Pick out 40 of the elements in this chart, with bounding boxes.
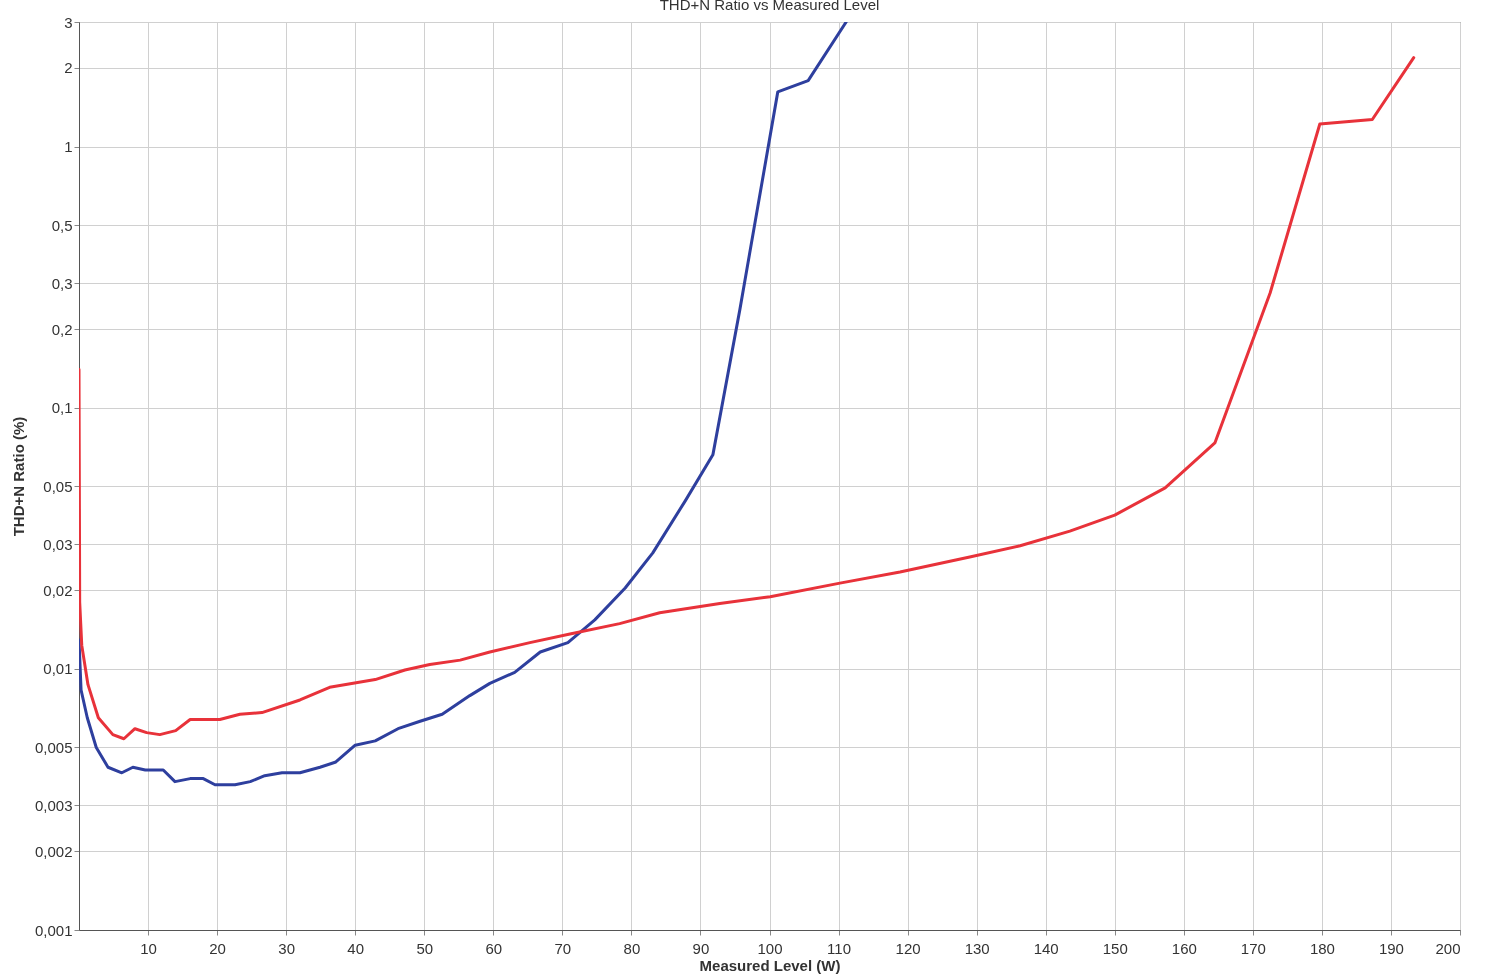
x-tick-label: 20	[209, 939, 226, 957]
x-tick-label: 200	[1435, 939, 1461, 957]
x-tick-label: 90	[692, 939, 710, 957]
y-tick-label: 3	[64, 13, 73, 31]
x-tick-label: 60	[485, 939, 503, 957]
y-tick-label: 0,5	[51, 216, 73, 234]
y-tick-label: 0,05	[43, 477, 73, 495]
x-tick-label: 190	[1378, 939, 1404, 957]
y-tick-label: 0,03	[43, 535, 73, 553]
y-tick-label: 1	[64, 138, 73, 156]
x-tick-label: 40	[347, 939, 365, 957]
x-tick-label: 70	[554, 939, 572, 957]
x-tick-label: 100	[757, 939, 783, 957]
x-tick-label: 110	[827, 939, 852, 957]
x-tick-label: 140	[1033, 939, 1059, 957]
y-tick-label: 0,2	[51, 320, 73, 338]
y-tick-label: 0,001	[34, 921, 73, 939]
x-tick-label: 30	[278, 939, 295, 957]
y-tick-label: 0,3	[51, 274, 73, 292]
x-tick-label: 130	[964, 939, 990, 957]
x-tick-label: 80	[623, 939, 641, 957]
y-tick-label: 2	[64, 59, 73, 77]
chart-title: THD+N Ratio vs Measured Level	[659, 0, 880, 13]
y-axis-title: THD+N Ratio (%)	[9, 416, 27, 537]
line-series	[79, 22, 848, 787]
y-tick-label: 0,02	[43, 581, 73, 599]
x-tick-label: 180	[1309, 939, 1335, 957]
x-axis-title: Measured Level (W)	[699, 956, 841, 974]
y-tick-label: 0,1	[51, 399, 73, 417]
line-series	[79, 56, 1416, 741]
y-tick-label: 0,002	[34, 842, 73, 860]
y-tick-label: 0,003	[34, 796, 73, 814]
x-tick-label: 120	[895, 939, 921, 957]
x-tick-label: 170	[1240, 939, 1266, 957]
y-tick-label: 0,005	[34, 738, 73, 756]
x-tick-label: 160	[1171, 939, 1197, 957]
x-tick-label: 50	[416, 939, 434, 957]
y-tick-label: 0,01	[43, 660, 73, 678]
x-tick-label: 150	[1102, 939, 1128, 957]
x-tick-label: 10	[140, 939, 157, 957]
